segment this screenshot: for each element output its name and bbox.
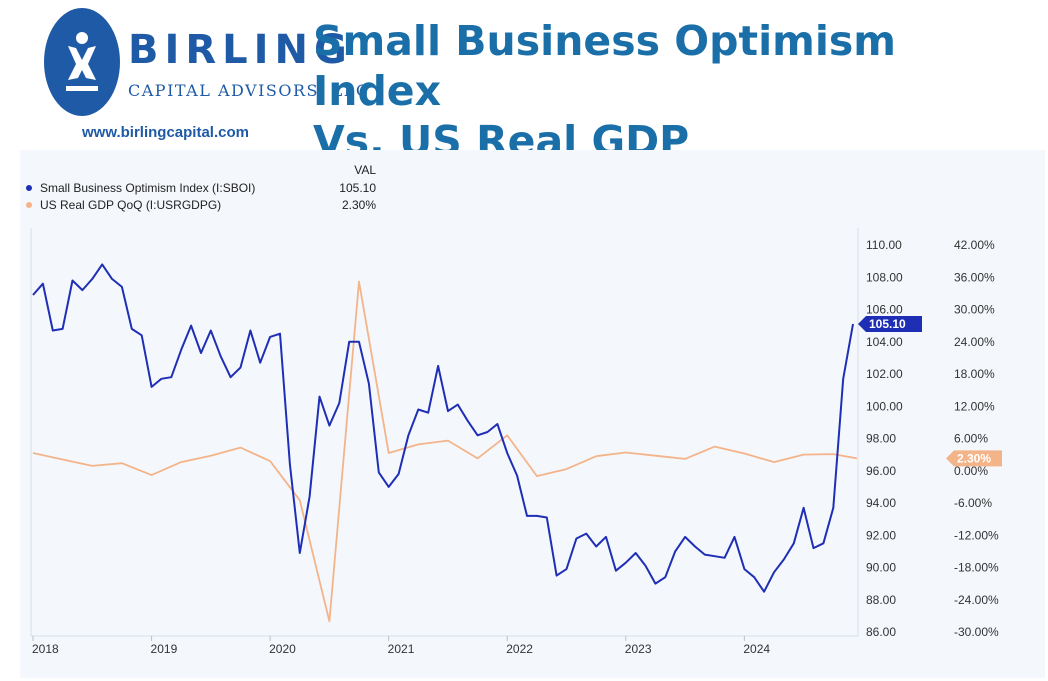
y-right-tick-label: -12.00% <box>954 528 999 542</box>
y-right-tick-label: 24.00% <box>954 335 995 349</box>
legend-item-gdp[interactable]: US Real GDP QoQ (I:USRGDPG) 2.30% <box>20 197 380 213</box>
y-right-tick-label: 12.00% <box>954 399 995 413</box>
y-left-tick-label: 106.00 <box>866 303 903 317</box>
y-left-tick-label: 98.00 <box>866 432 896 446</box>
y-right-tick-label: 42.00% <box>954 238 995 252</box>
logo-emblem <box>44 8 120 116</box>
y-right-tick-label: -6.00% <box>954 496 992 510</box>
y-left-tick-label: 86.00 <box>866 625 896 639</box>
y-left-tick-label: 92.00 <box>866 528 896 542</box>
brand-url-link[interactable]: www.birlingcapital.com <box>82 124 249 141</box>
legend-item-value: 2.30% <box>341 198 376 212</box>
x-tick-label: 2020 <box>269 642 296 656</box>
page-title-line-1: Small Business Optimism Index <box>313 17 897 115</box>
legend-value-header: VAL <box>354 163 376 177</box>
y-right-tick-label: -30.00% <box>954 625 999 639</box>
y-left-tick-label: 94.00 <box>866 496 896 510</box>
y-right-tick-label: 0.00% <box>954 464 988 478</box>
series-line-sboi[interactable] <box>32 263 854 593</box>
last-value-sboi: 105.10 <box>869 317 906 331</box>
y-right-tick-label: 36.00% <box>954 270 995 284</box>
y-left-tick-label: 104.00 <box>866 335 903 349</box>
x-tick-label: 2021 <box>388 642 415 656</box>
last-value-badge-gdp: 2.30% <box>946 450 1002 467</box>
brand-name: BIRLING <box>128 27 353 73</box>
x-tick-label: 2024 <box>743 642 770 656</box>
last-value-badge-sboi: 105.10 <box>858 316 922 333</box>
legend-item-label: Small Business Optimism Index (I:SBOI) <box>40 181 256 195</box>
x-tick-label: 2023 <box>625 642 652 656</box>
x-tick-label: 2018 <box>32 642 59 656</box>
y-left-tick-label: 96.00 <box>866 464 896 478</box>
x-tick-label: 2019 <box>151 642 178 656</box>
y-left-tick-label: 90.00 <box>866 561 896 575</box>
legend-item-value: 105.10 <box>339 181 376 195</box>
y-left-tick-label: 108.00 <box>866 270 903 284</box>
y-left-tick-label: 88.00 <box>866 593 896 607</box>
legend-dot-icon <box>26 185 32 191</box>
legend-item-label: US Real GDP QoQ (I:USRGDPG) <box>40 198 222 212</box>
y-right-tick-label: -24.00% <box>954 593 999 607</box>
legend-dot-icon <box>26 202 32 208</box>
x-tick-label: 2022 <box>506 642 533 656</box>
y-right-tick-label: 18.00% <box>954 367 995 381</box>
y-right-tick-label: 30.00% <box>954 303 995 317</box>
y-left-tick-label: 110.00 <box>866 238 902 252</box>
last-value-gdp: 2.30% <box>957 451 991 465</box>
chart-panel <box>20 150 1045 678</box>
y-right-tick-label: -18.00% <box>954 561 999 575</box>
legend-item-sboi[interactable]: Small Business Optimism Index (I:SBOI) 1… <box>20 180 380 196</box>
series-line-gdp[interactable] <box>32 280 858 623</box>
brand-subtitle: CAPITAL ADVISORS, LLC <box>128 81 370 100</box>
y-left-tick-label: 100.00 <box>866 399 903 413</box>
y-right-tick-label: 6.00% <box>954 432 988 446</box>
y-left-tick-label: 102.00 <box>866 367 903 381</box>
logo-figure-icon <box>66 32 98 91</box>
